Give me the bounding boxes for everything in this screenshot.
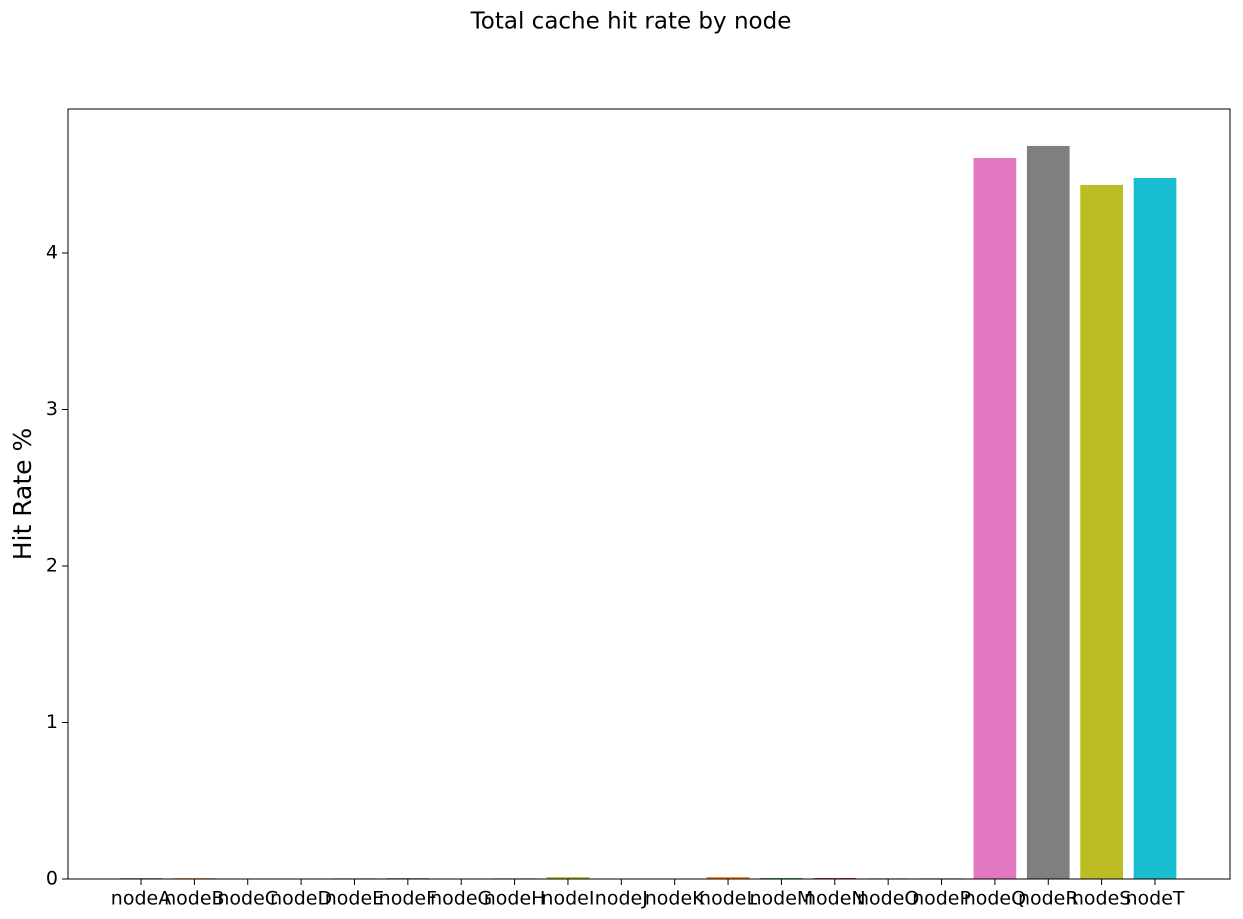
x-tick-label: nodeP [912, 888, 971, 910]
x-tick-label: nodeD [270, 888, 332, 910]
y-tick-label: 3 [46, 398, 58, 420]
x-tick-label: nodeE [325, 888, 384, 910]
bar [546, 877, 590, 879]
x-tick-label: nodeS [1072, 888, 1131, 910]
bar [973, 157, 1017, 879]
bar [1133, 178, 1177, 879]
y-tick-label: 4 [46, 241, 58, 263]
x-tick-label: nodeJ [595, 888, 648, 910]
x-tick-label: nodeN [804, 888, 866, 910]
bar [1026, 145, 1070, 880]
x-tick-label: nodeF [379, 888, 437, 910]
x-tick-label: nodeA [111, 888, 171, 910]
x-tick-label: nodeG [430, 888, 492, 910]
x-tick-label: nodeR [1018, 888, 1079, 910]
x-tick-label: nodeL [699, 888, 757, 910]
y-axis-label: Hit Rate % [8, 428, 37, 561]
y-tick-label: 0 [46, 868, 58, 890]
bar [1080, 184, 1123, 879]
x-tick-label: nodeB [164, 888, 224, 910]
x-tick-label: nodeO [857, 888, 919, 910]
x-tick-label: nodeT [1125, 888, 1184, 910]
x-tick-label: nodeK [645, 888, 705, 910]
x-tick-label: nodeC [217, 888, 278, 910]
x-tick-label: nodeI [541, 888, 594, 910]
chart-title: Total cache hit rate by node [470, 9, 792, 35]
y-tick-label: 1 [46, 711, 58, 733]
x-tick-label: nodeM [750, 888, 814, 910]
bar [706, 877, 750, 879]
y-tick-label: 2 [46, 554, 58, 576]
x-tick-label: nodeH [484, 888, 546, 910]
x-tick-label: nodeQ [964, 888, 1026, 910]
plot-frame [67, 108, 1231, 880]
